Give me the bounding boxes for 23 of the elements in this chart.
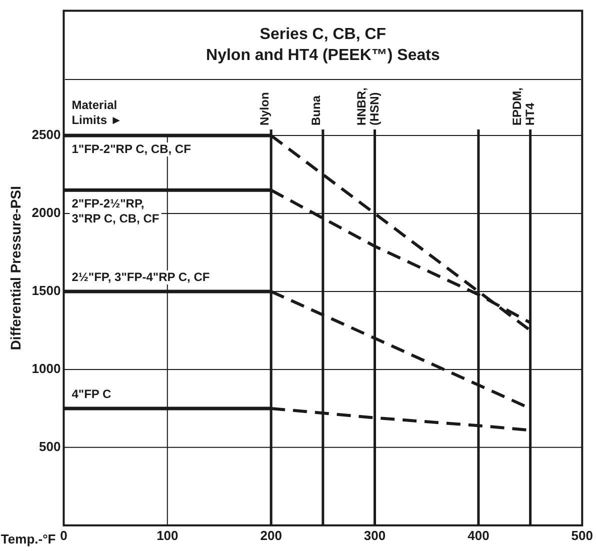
ref-line-label: HNBR, (HSN) — [354, 88, 382, 126]
y-tick-label: 500 — [39, 439, 61, 454]
y-axis-title: Differential Pressure-PSI — [7, 186, 24, 350]
x-axis-title: Temp.-°F — [0, 531, 56, 546]
annotation: 2"FP-2½"RP, 3"RP C, CB, CF — [72, 196, 160, 226]
ref-line-label: Nylon — [257, 92, 272, 126]
y-tick-label: 2500 — [32, 127, 61, 142]
y-tick-label: 2000 — [32, 205, 61, 220]
title-box: Series C, CB, CF Nylon and HT4 (PEEK™) Seats — [64, 12, 582, 80]
y-tick-label: 1000 — [32, 361, 61, 376]
annotation: 2½"FP, 3"FP-4"RP C, CF — [72, 270, 210, 284]
annotation: Material Limits ► — [72, 98, 122, 127]
ref-line-label: EPDM, HT4 — [510, 88, 538, 126]
ref-line-label: Buna — [309, 95, 324, 126]
x-tick-label: 500 — [571, 528, 594, 543]
x-tick-label: 300 — [364, 528, 386, 543]
annotation: 1"FP-2"RP C, CB, CF — [72, 142, 191, 156]
annotation: 4"FP C — [72, 386, 112, 401]
x-tick-label: 400 — [468, 528, 490, 543]
y-tick-label: 1500 — [32, 283, 61, 298]
x-tick-label: 100 — [156, 528, 178, 543]
x-tick-label: 200 — [260, 528, 282, 543]
x-tick-label: 0 — [60, 528, 68, 543]
